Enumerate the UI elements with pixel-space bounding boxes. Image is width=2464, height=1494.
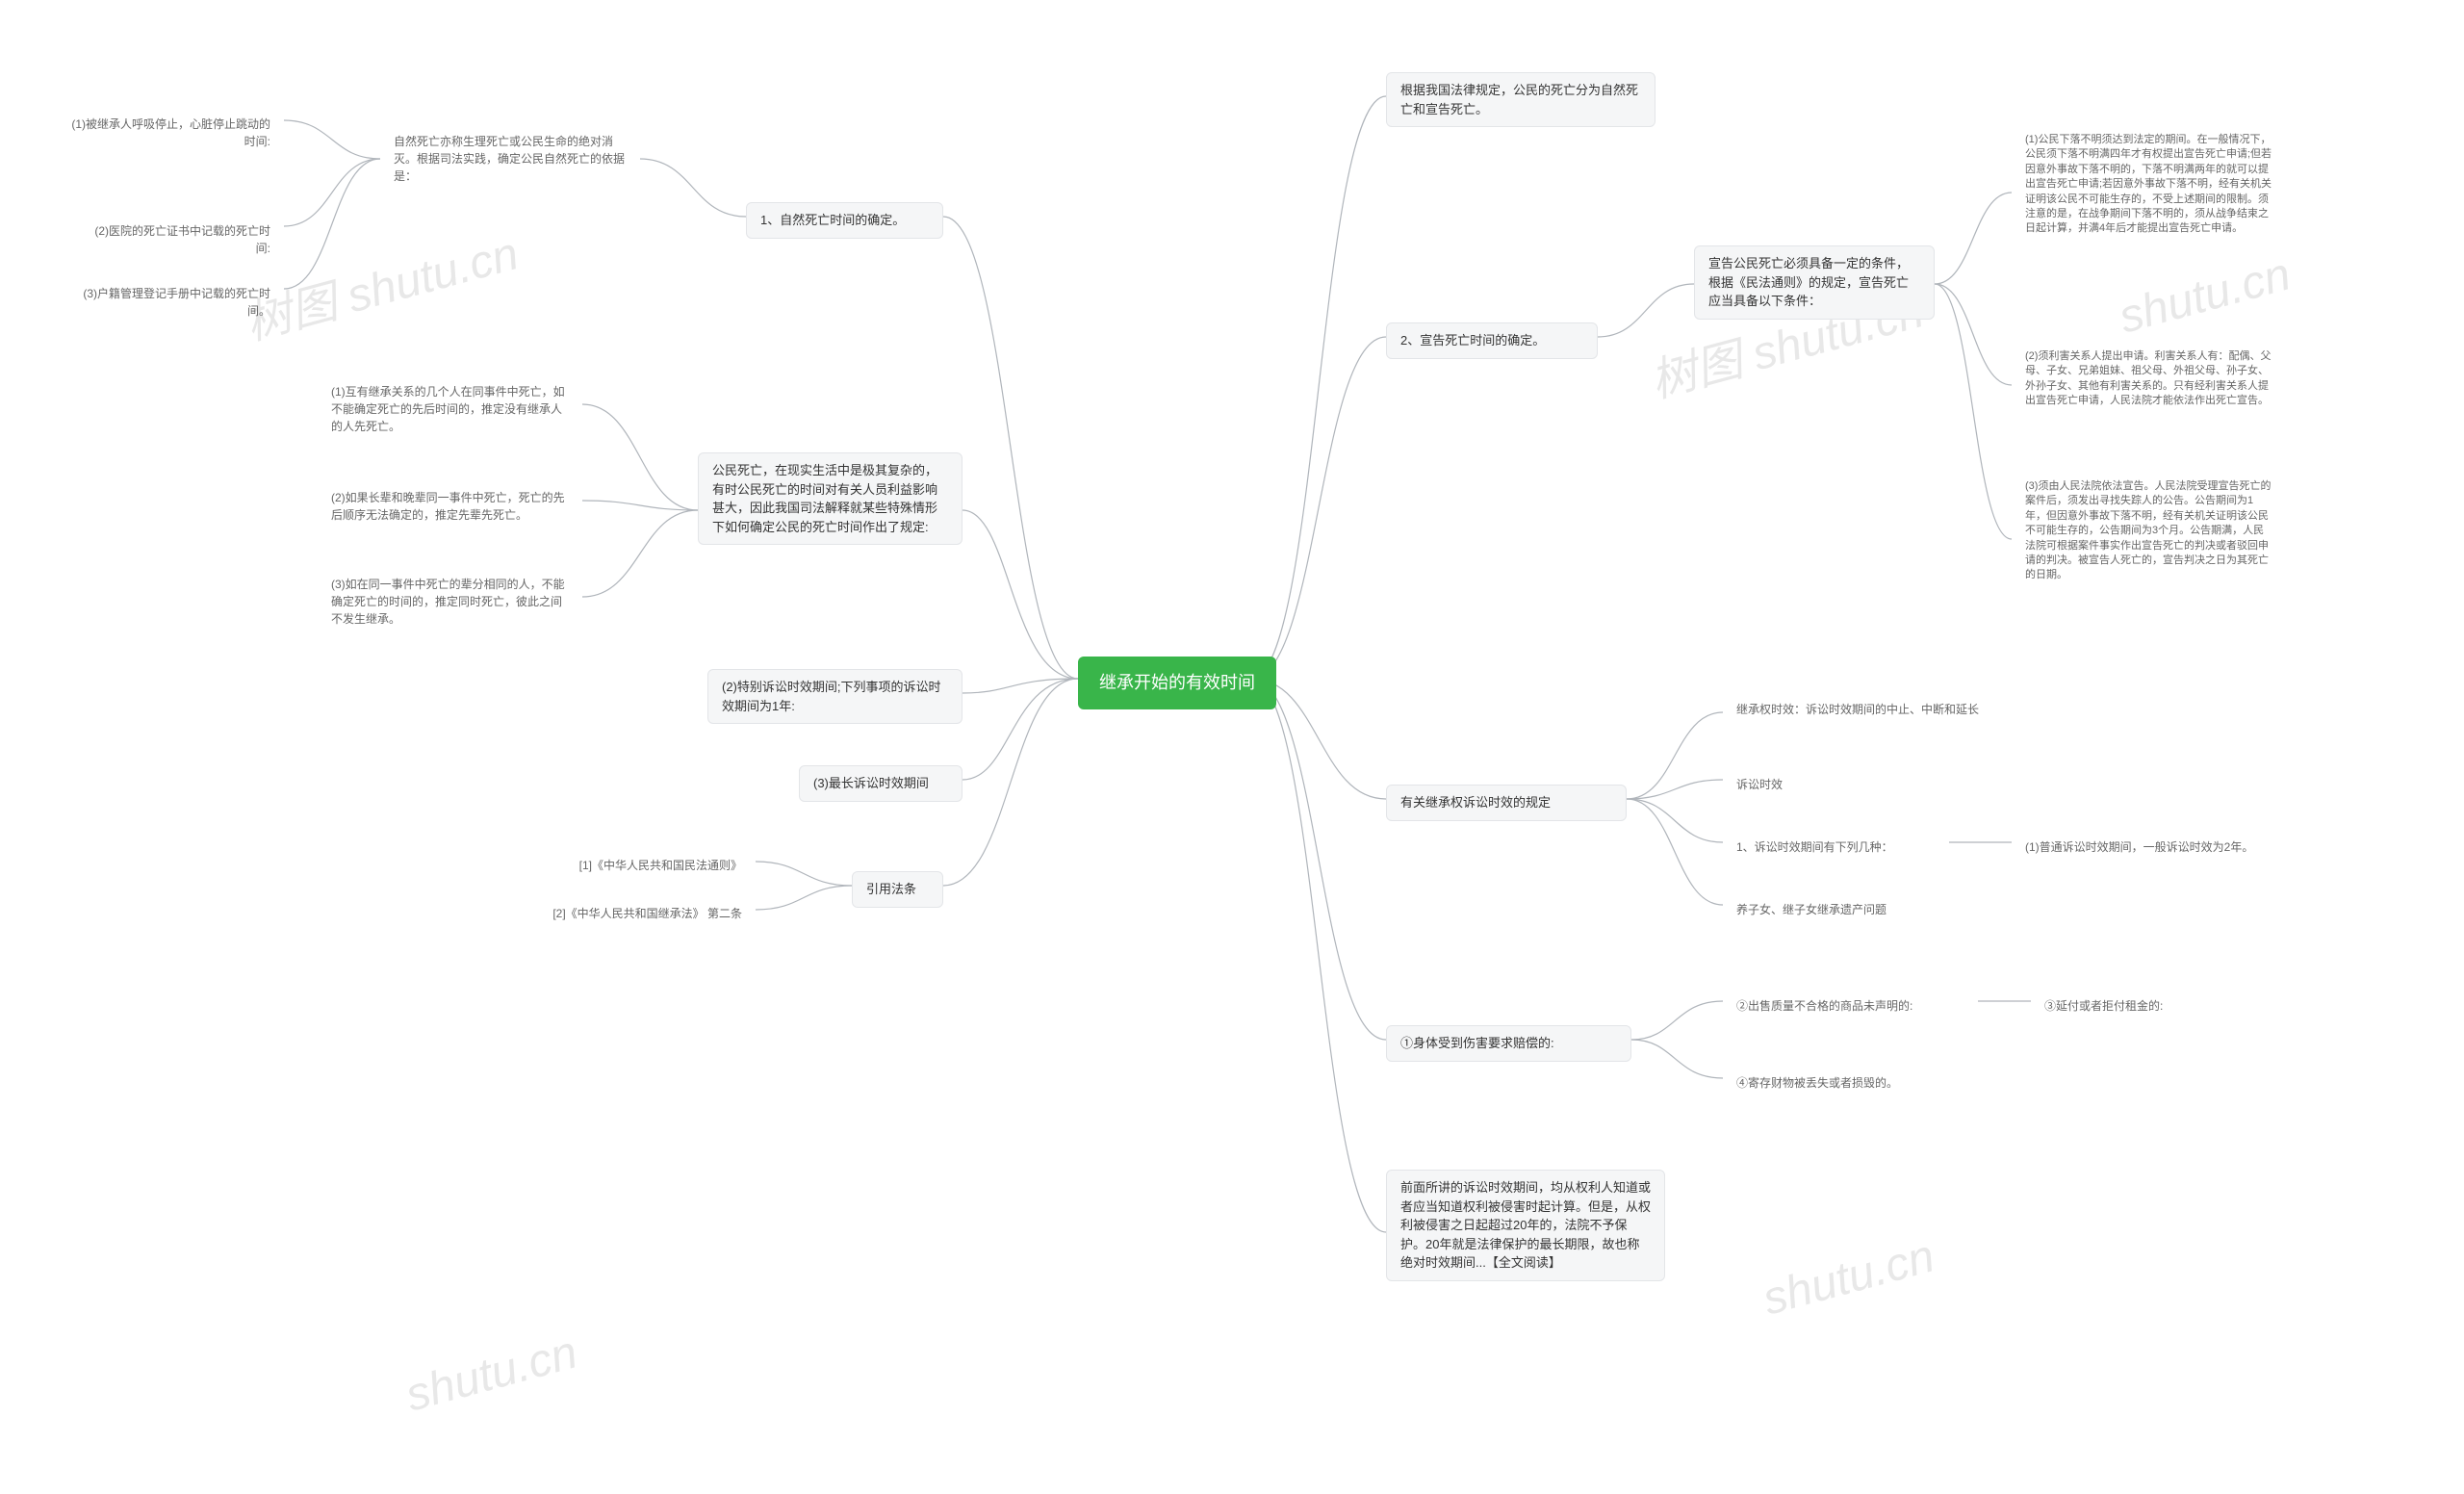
leaf-normal-limitation: (1)普通诉讼时效期间，一般诉讼时效为2年。 bbox=[2012, 831, 2281, 863]
node-special-limitation: (2)特别诉讼时效期间;下列事项的诉讼时效期间为1年: bbox=[707, 669, 962, 724]
leaf-inheritance-law: [2]《中华人民共和国继承法》 第二条 bbox=[520, 897, 756, 930]
leaf-natural-death-basis: 自然死亡亦称生理死亡或公民生命的绝对消灭。根据司法实践，确定公民自然死亡的依据是… bbox=[380, 125, 640, 193]
leaf-mutual-heirs: (1)互有继承关系的几个人在同事件中死亡，如不能确定死亡的先后时间的，推定没有继… bbox=[318, 375, 582, 443]
leaf-limitation-suspend: 继承权时效：诉讼时效期间的中止、中断和延长 bbox=[1723, 693, 1992, 726]
leaf-condition-2: (2)须利害关系人提出申请。利害关系人有：配偶、父母、子女、兄弟姐妹、祖父母、外… bbox=[2012, 342, 2286, 417]
leaf-limitation-types: 1、诉讼时效期间有下列几种： bbox=[1723, 831, 1907, 863]
leaf-condition-1: (1)公民下落不明须达到法定的期间。在一般情况下，公民须下落不明满四年才有权提出… bbox=[2012, 125, 2286, 245]
leaf-breath-stop: (1)被继承人呼吸停止，心脏停止跳动的时间: bbox=[53, 108, 284, 158]
node-max-limitation: (3)最长诉讼时效期间 bbox=[799, 765, 962, 802]
leaf-same-gen: (3)如在同一事件中死亡的辈分相同的人，不能确定死亡的时间的，推定同时死亡，彼此… bbox=[318, 568, 582, 635]
leaf-household-reg: (3)户籍管理登记手册中记载的死亡时间。 bbox=[53, 277, 284, 327]
node-citations: 引用法条 bbox=[852, 871, 943, 908]
leaf-bad-goods: ②出售质量不合格的商品未声明的: bbox=[1723, 990, 1926, 1022]
node-death-types: 根据我国法律规定，公民的死亡分为自然死亡和宣告死亡。 bbox=[1386, 72, 1656, 127]
leaf-generations: (2)如果长辈和晚辈同一事件中死亡，死亡的先后顺序无法确定的，推定先辈先死亡。 bbox=[318, 481, 582, 531]
leaf-deposit-loss: ④寄存财物被丢失或者损毁的。 bbox=[1723, 1067, 1912, 1099]
node-limitation-summary: 前面所讲的诉讼时效期间，均从权利人知道或者应当知道权利被侵害时起计算。但是，从权… bbox=[1386, 1170, 1665, 1281]
leaf-civil-law: [1]《中华人民共和国民法通则》 bbox=[558, 849, 756, 882]
leaf-adopted-children: 养子女、继子女继承遗产问题 bbox=[1723, 893, 1900, 926]
node-complex-death: 公民死亡，在现实生活中是极其复杂的，有时公民死亡的时间对有关人员利益影响甚大，因… bbox=[698, 452, 962, 545]
leaf-limitation: 诉讼时效 bbox=[1723, 768, 1796, 801]
node-body-injury: ①身体受到伤害要求赔偿的: bbox=[1386, 1025, 1631, 1062]
node-declared-death: 2、宣告死亡时间的确定。 bbox=[1386, 322, 1598, 359]
mindmap-root: 继承开始的有效时间 bbox=[1078, 657, 1276, 709]
leaf-condition-3: (3)须由人民法院依法宣告。人民法院受理宣告死亡的案件后，须发出寻找失踪人的公告… bbox=[2012, 472, 2286, 591]
node-declared-death-conditions: 宣告公民死亡必须具备一定的条件，根据《民法通则》的规定，宣告死亡应当具备以下条件… bbox=[1694, 245, 1935, 320]
node-natural-death: 1、自然死亡时间的确定。 bbox=[746, 202, 943, 239]
leaf-rent-delay: ③延付或者拒付租金的: bbox=[2031, 990, 2176, 1022]
node-limitation-rules: 有关继承权诉讼时效的规定 bbox=[1386, 785, 1627, 821]
leaf-hospital-cert: (2)医院的死亡证书中记载的死亡时间: bbox=[72, 215, 284, 265]
